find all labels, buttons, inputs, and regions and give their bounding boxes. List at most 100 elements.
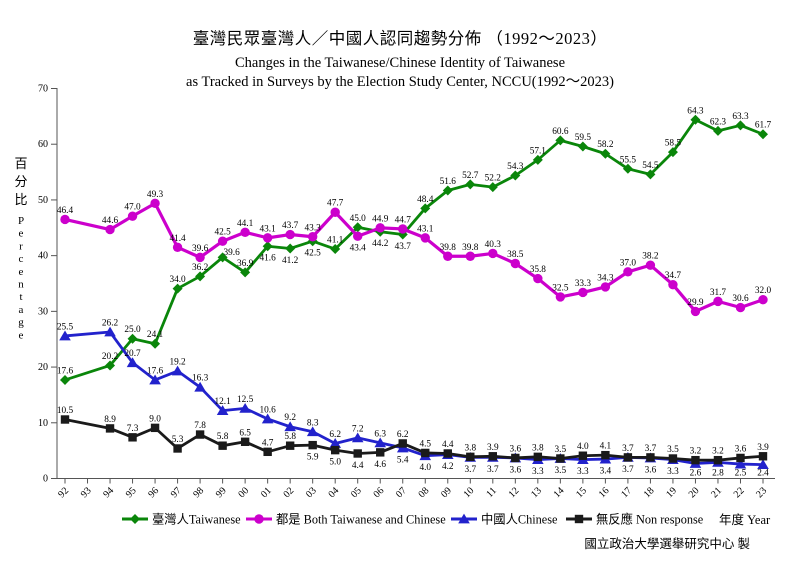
marker-chinese (261, 413, 274, 424)
marker-both (510, 258, 521, 269)
marker-taiwanese (532, 154, 543, 165)
marker-chinese (757, 459, 769, 470)
legend-circle-icon (254, 514, 264, 524)
marker-nonresponse (601, 450, 610, 460)
value-label: 54.5 (642, 161, 659, 171)
marker-nonresponse (218, 441, 227, 450)
marker-both (353, 231, 363, 241)
value-label: 3.7 (622, 465, 634, 475)
value-label: 52.2 (485, 174, 502, 184)
x-tick-label: 20 (687, 485, 702, 500)
marker-taiwanese (217, 252, 228, 263)
x-tick-label: 93 (79, 485, 94, 500)
x-tick-label: 06 (371, 485, 386, 500)
marker-both (398, 224, 408, 234)
y-tick-label: 50 (38, 195, 48, 206)
marker-nonresponse (398, 439, 407, 448)
chart-title-en-line1: Changes in the Taiwanese/Chinese Identit… (235, 55, 565, 71)
x-tick-label: 94 (101, 485, 116, 500)
value-label: 8.9 (104, 415, 116, 425)
marker-taiwanese (420, 203, 431, 214)
value-label: 10.6 (260, 405, 277, 415)
value-label: 2.8 (712, 469, 724, 479)
value-label: 48.4 (417, 195, 434, 205)
x-tick-label: 04 (326, 485, 341, 500)
series-labels-taiwanese: 17.620.225.024.134.036.239.636.941.6 41.2… (57, 106, 772, 376)
value-label: 47.7 (327, 199, 344, 209)
value-label: 3.3 (577, 467, 589, 477)
value-label: 5.8 (284, 432, 296, 442)
value-label: 43.1 (417, 224, 434, 234)
value-label: 2.6 (690, 469, 702, 479)
marker-chinese (126, 357, 139, 368)
marker-taiwanese (690, 114, 701, 125)
value-label: 24.1 (147, 330, 164, 340)
x-tick-label: 18 (642, 485, 657, 500)
legend-item-both: 都是 Both Taiwanese and Chinese (246, 513, 446, 527)
marker-both (60, 214, 70, 225)
value-label: 32.5 (552, 283, 569, 293)
marker-nonresponse (736, 453, 745, 463)
x-tick-label: 95 (124, 485, 139, 500)
value-label: 3.7 (645, 444, 657, 454)
marker-both (465, 251, 475, 261)
value-label: 42.5 (305, 249, 322, 259)
marker-chinese (329, 438, 341, 448)
marker-nonresponse (533, 452, 543, 462)
value-label: 38.2 (642, 252, 659, 262)
value-label: 41.6 (260, 254, 277, 264)
value-label: 5.3 (172, 435, 184, 445)
value-label: 52.7 (462, 171, 479, 181)
value-label: 3.7 (622, 444, 634, 454)
value-label: 4.0 (577, 442, 589, 452)
value-label: 4.6 (374, 460, 386, 470)
series-taiwanese (60, 114, 768, 385)
x-tick-label: 08 (417, 485, 432, 500)
y-axis-unit-zh: 百 (14, 156, 27, 171)
value-label: 3.8 (464, 443, 476, 453)
marker-chinese (149, 374, 161, 385)
marker-taiwanese (555, 135, 566, 146)
marker-taiwanese (172, 283, 183, 294)
marker-both (240, 227, 250, 237)
value-label: 44.2 (372, 239, 389, 249)
marker-nonresponse (421, 448, 430, 458)
chart-title-en-line2: as Tracked in Surveys by the Election St… (186, 74, 614, 90)
value-label: 3.6 (645, 465, 657, 475)
marker-chinese (239, 402, 251, 413)
marker-nonresponse (443, 449, 452, 458)
x-tick-label: 17 (619, 485, 634, 500)
legend: 臺灣人Taiwanese 都是 Both Taiwanese and Chines… (122, 512, 704, 527)
value-label: 34.7 (665, 271, 682, 281)
value-label: 3.3 (667, 467, 679, 477)
marker-taiwanese (330, 244, 341, 255)
y-axis-unit-zh: 比 (14, 192, 27, 207)
x-tick-label: 05 (349, 485, 364, 500)
value-label: 33.3 (575, 279, 592, 289)
x-tick-label: 13 (529, 485, 544, 500)
marker-both (172, 242, 183, 253)
series-line-nonresponse (64, 418, 764, 462)
marker-taiwanese (577, 141, 588, 152)
legend-item-chinese: 中國人Chinese (451, 512, 558, 527)
marker-nonresponse (128, 433, 137, 442)
legend-item-taiwanese: 臺灣人Taiwanese (122, 512, 241, 527)
y-tick-label: 30 (38, 306, 48, 317)
marker-both (578, 287, 588, 298)
marker-taiwanese (60, 374, 70, 385)
value-label: 43.7 (395, 242, 412, 252)
value-label: 3.4 (600, 467, 612, 477)
x-tick-label: 03 (304, 485, 319, 500)
value-label: 36.2 (192, 263, 209, 273)
x-tick-label: 10 (462, 485, 477, 500)
y-tick-label: 40 (38, 251, 48, 262)
legend-label-both: 都是 Both Taiwanese and Chinese (276, 513, 446, 527)
marker-taiwanese (622, 163, 633, 174)
y-axis-unit-en: e (19, 329, 24, 341)
marker-taiwanese (442, 185, 453, 196)
value-label: 8.3 (307, 418, 319, 428)
series-line-chinese (64, 330, 764, 467)
value-label: 3.9 (757, 443, 769, 453)
series-line-taiwanese (64, 118, 764, 382)
marker-nonresponse (511, 453, 520, 463)
